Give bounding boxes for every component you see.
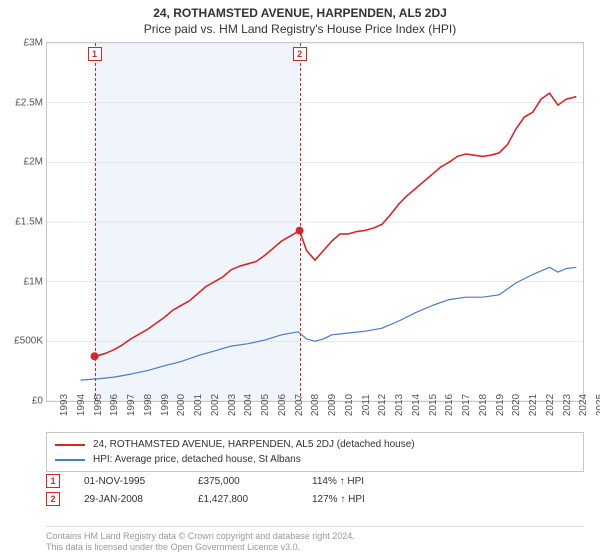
sale-vs-hpi: 114% ↑ HPI xyxy=(312,476,402,487)
y-axis-label: £500K xyxy=(14,336,43,347)
y-axis-label: £0 xyxy=(32,396,43,407)
y-axis-label: £1.5M xyxy=(15,217,43,228)
title-address: 24, ROTHAMSTED AVENUE, HARPENDEN, AL5 2D… xyxy=(0,6,600,20)
chart-title-block: 24, ROTHAMSTED AVENUE, HARPENDEN, AL5 2D… xyxy=(0,0,600,38)
legend-label-property: 24, ROTHAMSTED AVENUE, HARPENDEN, AL5 2D… xyxy=(93,439,415,450)
sale-vs-hpi: 127% ↑ HPI xyxy=(312,494,402,505)
y-axis-label: £3M xyxy=(24,38,43,49)
legend: 24, ROTHAMSTED AVENUE, HARPENDEN, AL5 2D… xyxy=(46,432,584,472)
y-axis-label: £2M xyxy=(24,157,43,168)
title-subtitle: Price paid vs. HM Land Registry's House … xyxy=(0,22,600,36)
sale-marker-line xyxy=(300,43,301,401)
sale-marker-2-icon: 2 xyxy=(293,47,307,61)
price-chart: 12£0£500K£1M£1.5M£2M£2.5M£3M199319941995… xyxy=(46,42,584,402)
footer-attribution: Contains HM Land Registry data © Crown c… xyxy=(46,526,584,554)
footer-line2: This data is licensed under the Open Gov… xyxy=(46,542,584,554)
legend-label-hpi: HPI: Average price, detached house, St A… xyxy=(93,454,301,465)
sale-date: 01-NOV-1995 xyxy=(84,476,174,487)
sale-marker-1-icon: 1 xyxy=(88,47,102,61)
legend-row-property: 24, ROTHAMSTED AVENUE, HARPENDEN, AL5 2D… xyxy=(55,437,575,452)
legend-swatch-hpi xyxy=(55,459,85,461)
table-row: 1 01-NOV-1995 £375,000 114% ↑ HPI xyxy=(46,472,584,490)
sale-marker-line xyxy=(95,43,96,401)
y-axis-label: £1M xyxy=(24,276,43,287)
footer-line1: Contains HM Land Registry data © Crown c… xyxy=(46,531,584,543)
legend-swatch-property xyxy=(55,444,85,446)
x-axis-label: 2025 xyxy=(583,394,600,416)
table-row: 2 29-JAN-2008 £1,427,800 127% ↑ HPI xyxy=(46,490,584,508)
y-axis-label: £2.5M xyxy=(15,97,43,108)
legend-row-hpi: HPI: Average price, detached house, St A… xyxy=(55,452,575,467)
sale-marker-1-icon: 1 xyxy=(46,474,60,488)
sale-price: £1,427,800 xyxy=(198,494,288,505)
sale-marker-2-icon: 2 xyxy=(46,492,60,506)
sales-table: 1 01-NOV-1995 £375,000 114% ↑ HPI 2 29-J… xyxy=(46,472,584,508)
sale-date: 29-JAN-2008 xyxy=(84,494,174,505)
sale-price: £375,000 xyxy=(198,476,288,487)
